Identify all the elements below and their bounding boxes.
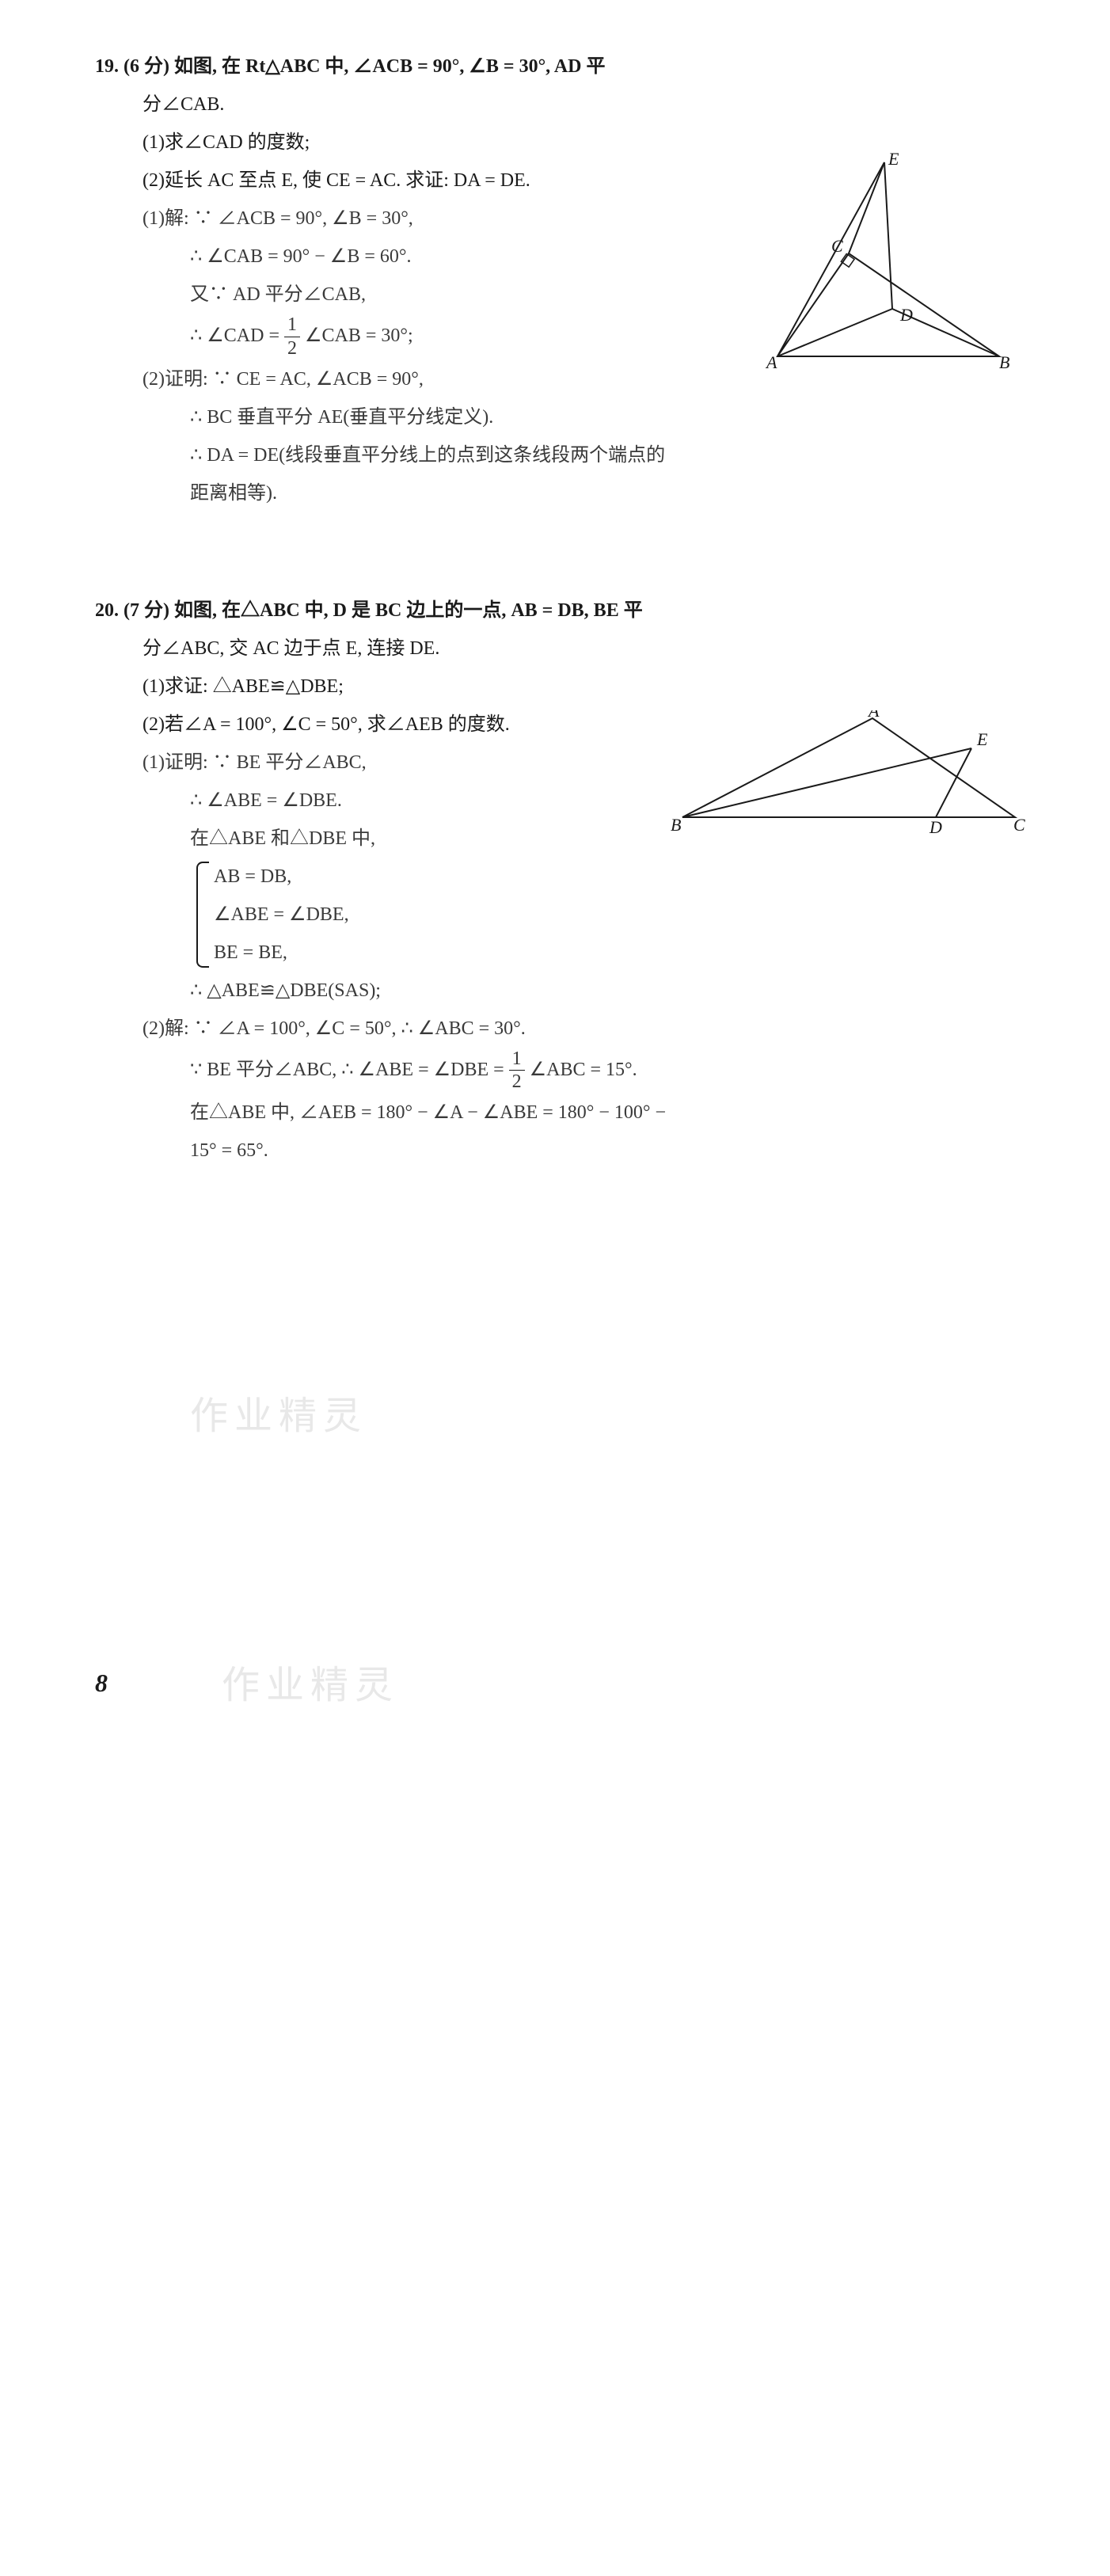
problem-number: 20.	[95, 600, 119, 621]
point-label-D: D	[899, 305, 913, 325]
fraction-numerator: 1	[509, 1048, 525, 1071]
point-label-D: D	[929, 817, 942, 837]
sol-line: (2)解: ∵ ∠A = 100°, ∠C = 50°, ∴ ∠ABC = 30…	[143, 1010, 1047, 1048]
page-number: 8	[95, 1657, 108, 1708]
fraction-denominator: 2	[509, 1071, 525, 1094]
triangle-diagram-19: A B C D E	[762, 150, 1015, 372]
figure-19: A B C D E	[762, 150, 1015, 372]
point-label-C: C	[1013, 815, 1025, 835]
system-eq: BE = BE,	[214, 934, 1047, 972]
problem-points: (6 分)	[124, 56, 169, 77]
point-label-B: B	[671, 815, 681, 835]
problem-20-part1-question: (1)求证: △ABE≌△DBE;	[95, 668, 1047, 706]
point-label-B: B	[999, 352, 1009, 372]
sol-line: ∴ DA = DE(线段垂直平分线上的点到这条线段两个端点的	[143, 436, 1047, 474]
sol-line: 15° = 65°.	[143, 1132, 1047, 1170]
point-label-A: A	[765, 352, 777, 372]
sol-line: ∴ △ABE≌△DBE(SAS);	[143, 972, 1047, 1010]
sol-text: ∵ BE 平分∠ABC, ∴ ∠ABE = ∠DBE =	[190, 1059, 509, 1079]
sol-line: ∵ BE 平分∠ABC, ∴ ∠ABE = ∠DBE = 1 2 ∠ABC = …	[143, 1048, 1047, 1094]
triangle-diagram-20: A B C D E	[667, 710, 1031, 837]
figure-20: A B C D E	[667, 710, 1031, 837]
watermark: 作业精灵	[190, 1379, 367, 1455]
fraction: 1 2	[284, 314, 300, 360]
fraction-denominator: 2	[284, 337, 300, 360]
problem-19: A B C D E 19. (6 分) 如图, 在 Rt△ABC 中, ∠ACB…	[95, 48, 1047, 512]
sol-line: ∴ BC 垂直平分 AE(垂直平分线定义).	[143, 398, 1047, 436]
fraction: 1 2	[509, 1048, 525, 1094]
problem-19-statement-cont: 分∠CAB.	[95, 86, 1047, 124]
watermark: 作业精灵	[222, 1648, 399, 1724]
problem-text: 如图, 在△ABC 中, D 是 BC 边上的一点, AB = DB, BE 平	[174, 600, 643, 621]
sol-text: ∠CAB = 30°;	[305, 325, 413, 346]
sol-line: 在△ABE 中, ∠AEB = 180° − ∠A − ∠ABE = 180° …	[143, 1094, 1047, 1132]
equation-system: AB = DB, ∠ABE = ∠DBE, BE = BE,	[190, 858, 1047, 972]
fraction-numerator: 1	[284, 314, 300, 337]
problem-number: 19.	[95, 56, 119, 77]
problem-19-statement: 19. (6 分) 如图, 在 Rt△ABC 中, ∠ACB = 90°, ∠B…	[95, 48, 1047, 86]
problem-20: A B C D E 20. (7 分) 如图, 在△ABC 中, D 是 BC …	[95, 592, 1047, 1170]
point-label-E: E	[888, 150, 899, 169]
problem-points: (7 分)	[124, 600, 169, 621]
system-eq: AB = DB,	[214, 858, 1047, 896]
problem-20-statement-cont: 分∠ABC, 交 AC 边于点 E, 连接 DE.	[95, 630, 1047, 668]
point-label-E: E	[976, 729, 988, 749]
system-eq: ∠ABE = ∠DBE,	[214, 896, 1047, 934]
sol-text: ∠ABC = 15°.	[530, 1059, 637, 1079]
problem-text: 如图, 在 Rt△ABC 中, ∠ACB = 90°, ∠B = 30°, AD…	[174, 56, 606, 77]
point-label-A: A	[867, 710, 880, 721]
problem-20-statement: 20. (7 分) 如图, 在△ABC 中, D 是 BC 边上的一点, AB …	[95, 592, 1047, 630]
sol-text: ∴ ∠CAD =	[190, 325, 284, 346]
point-label-C: C	[831, 236, 843, 256]
sol-line: 距离相等).	[143, 474, 1047, 512]
